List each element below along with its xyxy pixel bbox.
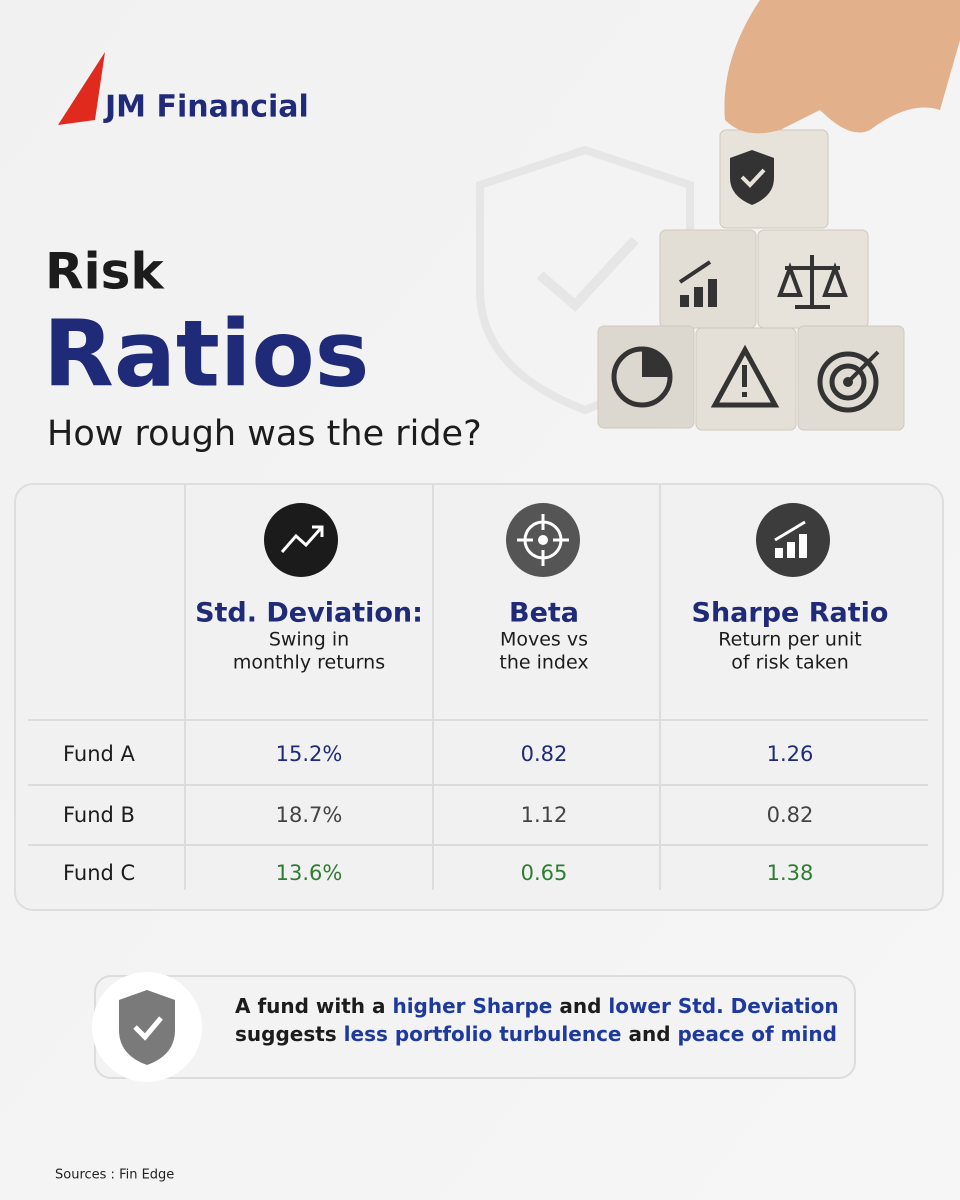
note-shield	[119, 990, 175, 1065]
bg-check	[536, 236, 639, 312]
cell-value: 1.38	[767, 861, 814, 885]
note-check	[133, 1016, 163, 1041]
note-line: A fund with a higher Sharpe and lower St…	[235, 994, 839, 1018]
note-highlight: less portfolio turbulence	[344, 1022, 622, 1046]
subtitle: How rough was the ride?	[47, 414, 482, 454]
cell-value: 0.82	[521, 742, 568, 766]
table-card	[14, 483, 944, 911]
fund-name: Fund C	[63, 861, 135, 885]
note-segment: A fund with a	[235, 994, 392, 1018]
column-description: the index	[499, 652, 588, 674]
column-headers: Std. Deviation: Swing in monthly returns…	[195, 598, 888, 674]
note-line: suggests less portfolio turbulence and p…	[235, 1022, 837, 1046]
fund-name: Fund B	[63, 803, 135, 827]
column-title: Std. Deviation:	[195, 598, 423, 629]
title-line2: Ratios	[43, 300, 369, 407]
blocks-illustration	[597, 0, 960, 431]
sources: Sources : Fin Edge	[55, 1168, 174, 1183]
fund-name: Fund A	[63, 742, 136, 766]
note-highlight: lower Std. Deviation	[608, 994, 838, 1018]
logo-mark	[58, 52, 105, 125]
cell-value: 1.26	[767, 742, 814, 766]
column-title: Sharpe Ratio	[692, 598, 889, 629]
note-highlight: higher Sharpe	[392, 994, 552, 1018]
column-description: Moves vs	[500, 629, 588, 651]
column-dividers	[184, 484, 661, 890]
column-description: Swing in	[269, 629, 349, 651]
column-title: Beta	[509, 598, 579, 629]
note-segment: suggests	[235, 1022, 344, 1046]
cell-value: 0.82	[767, 803, 814, 827]
table-rows: Fund A 15.2% 0.82 1.26 Fund B 18.7% 1.12 0.82 Fu…	[28, 719, 928, 885]
logo-text: JM Financial	[103, 90, 309, 125]
column-description: of risk taken	[731, 652, 849, 674]
column-description: monthly returns	[233, 652, 385, 674]
cell-value: 1.12	[521, 803, 568, 827]
cell-value: 18.7%	[276, 803, 343, 827]
cell-value: 13.6%	[276, 861, 343, 885]
note-text: A fund with a higher Sharpe and lower St…	[235, 994, 839, 1046]
note-highlight: peace of mind	[677, 1022, 836, 1046]
title-line1: Risk	[45, 243, 165, 301]
column-icons	[264, 503, 830, 577]
cell-value: 15.2%	[276, 742, 343, 766]
note-segment: and	[552, 994, 608, 1018]
cell-value: 0.65	[521, 861, 568, 885]
column-description: Return per unit	[718, 629, 862, 651]
note-segment: and	[622, 1022, 678, 1046]
